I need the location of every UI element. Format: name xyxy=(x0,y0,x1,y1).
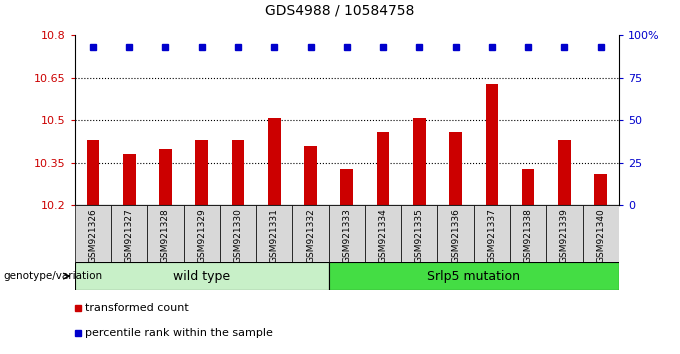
Bar xyxy=(594,174,607,205)
Bar xyxy=(341,169,353,205)
Text: GSM921334: GSM921334 xyxy=(379,208,388,263)
Text: GSM921336: GSM921336 xyxy=(451,208,460,263)
Text: transformed count: transformed count xyxy=(85,303,189,313)
Text: GSM921339: GSM921339 xyxy=(560,208,569,263)
Bar xyxy=(365,205,401,262)
Text: percentile rank within the sample: percentile rank within the sample xyxy=(85,328,273,338)
Bar xyxy=(75,262,328,290)
Bar xyxy=(583,205,619,262)
Text: GSM921340: GSM921340 xyxy=(596,208,605,263)
Bar xyxy=(111,205,148,262)
Bar xyxy=(123,154,135,205)
Bar xyxy=(522,169,534,205)
Bar xyxy=(328,205,365,262)
Bar xyxy=(304,146,317,205)
Bar xyxy=(413,118,426,205)
Bar xyxy=(220,205,256,262)
Bar xyxy=(328,262,619,290)
Text: GSM921326: GSM921326 xyxy=(88,208,97,263)
Bar xyxy=(148,205,184,262)
Text: GSM921330: GSM921330 xyxy=(233,208,243,263)
Bar xyxy=(558,140,571,205)
Bar xyxy=(449,132,462,205)
Bar xyxy=(195,140,208,205)
Text: GSM921332: GSM921332 xyxy=(306,208,315,263)
Bar xyxy=(75,205,111,262)
Bar xyxy=(184,205,220,262)
Bar xyxy=(510,205,546,262)
Text: GSM921329: GSM921329 xyxy=(197,208,206,263)
Bar xyxy=(86,140,99,205)
Text: GSM921337: GSM921337 xyxy=(488,208,496,263)
Bar xyxy=(292,205,328,262)
Bar xyxy=(546,205,583,262)
Bar xyxy=(268,118,281,205)
Text: Srlp5 mutation: Srlp5 mutation xyxy=(427,270,520,282)
Text: GSM921333: GSM921333 xyxy=(342,208,352,263)
Text: GDS4988 / 10584758: GDS4988 / 10584758 xyxy=(265,4,415,18)
Bar xyxy=(437,205,474,262)
Bar xyxy=(232,140,244,205)
Text: GSM921335: GSM921335 xyxy=(415,208,424,263)
Text: genotype/variation: genotype/variation xyxy=(3,271,103,281)
Bar xyxy=(377,132,390,205)
Bar xyxy=(474,205,510,262)
Text: GSM921328: GSM921328 xyxy=(161,208,170,263)
Bar xyxy=(159,149,172,205)
Bar xyxy=(256,205,292,262)
Text: GSM921338: GSM921338 xyxy=(524,208,532,263)
Text: GSM921327: GSM921327 xyxy=(124,208,134,263)
Text: wild type: wild type xyxy=(173,270,231,282)
Text: GSM921331: GSM921331 xyxy=(270,208,279,263)
Bar xyxy=(486,84,498,205)
Bar xyxy=(401,205,437,262)
